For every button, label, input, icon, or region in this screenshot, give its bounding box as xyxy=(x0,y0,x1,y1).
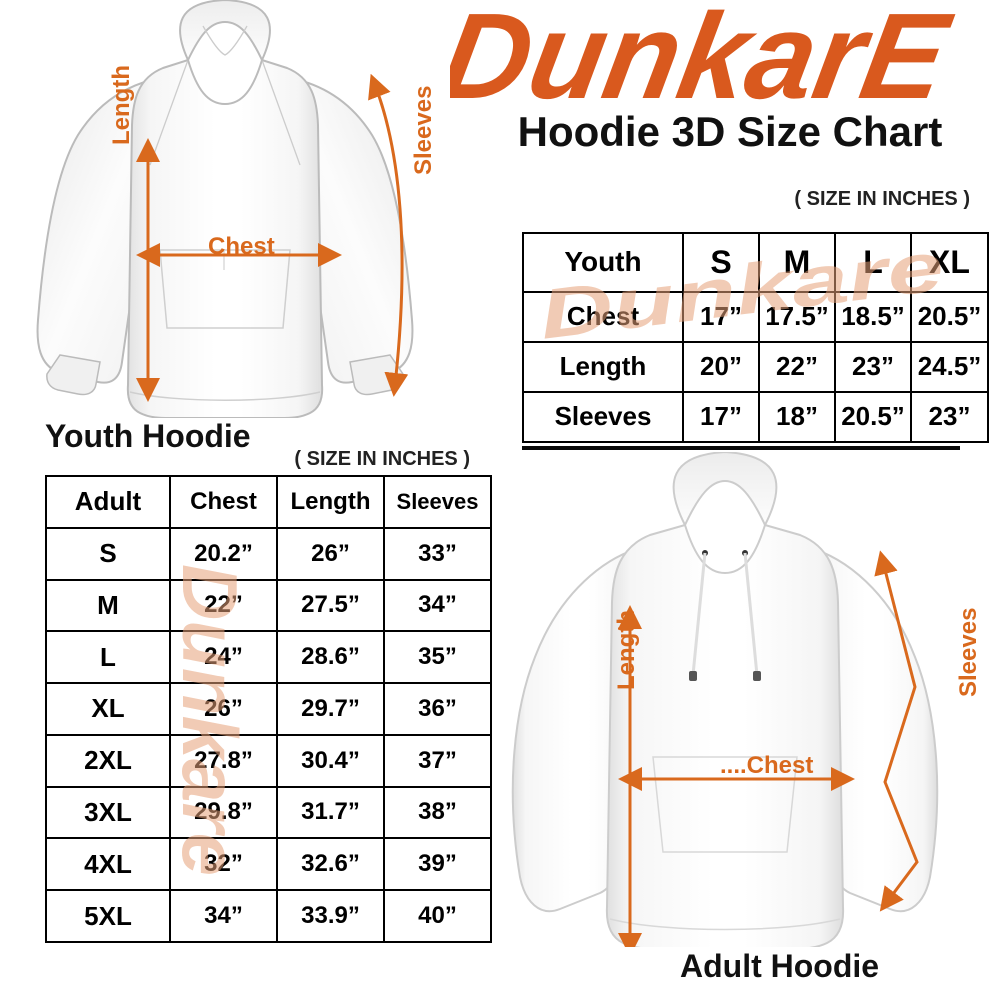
svg-text:DunkarE: DunkarE xyxy=(450,0,961,125)
